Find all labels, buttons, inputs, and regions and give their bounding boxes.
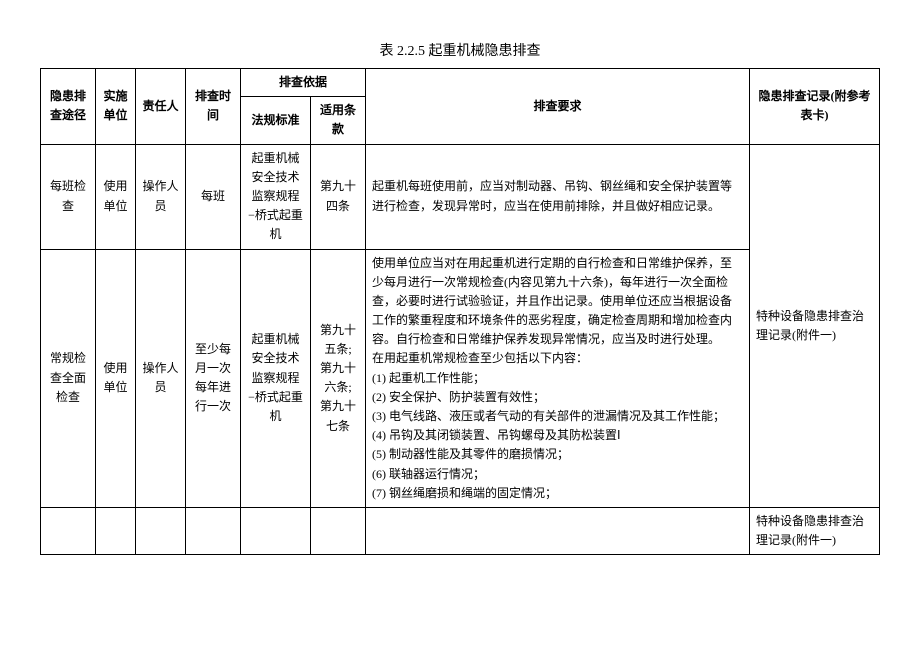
cell-std	[241, 507, 311, 554]
col-resp: 责任人	[136, 69, 186, 145]
cell-time: 每班	[186, 144, 241, 249]
table-header-row: 隐患排查途径 实施单位 责任人 排查时间 排查依据 排查要求 隐患排查记录(附参…	[41, 69, 880, 97]
cell-clause	[311, 507, 366, 554]
table-row: 每班检查 使用单位 操作人员 每班 起重机械安全技术监察规程−桥式起重机 第九十…	[41, 144, 880, 249]
cell-std: 起重机械安全技术监察规程−桥式起重机	[241, 249, 311, 507]
cell-record: 特种设备隐患排查治理记录(附件一)	[750, 507, 880, 554]
cell-resp: 操作人员	[136, 249, 186, 507]
cell-route	[41, 507, 96, 554]
table-title: 表 2.2.5 起重机械隐患排查	[40, 40, 880, 60]
col-route: 隐患排查途径	[41, 69, 96, 145]
cell-clause: 第九十五条;第九十六条;第九十七条	[311, 249, 366, 507]
col-req: 排查要求	[366, 69, 750, 145]
col-basis: 排查依据	[241, 69, 366, 97]
cell-resp	[136, 507, 186, 554]
cell-record: 特种设备隐患排查治理记录(附件一)	[750, 144, 880, 507]
table-row: 特种设备隐患排查治理记录(附件一)	[41, 507, 880, 554]
col-basis-std: 法规标准	[241, 97, 311, 144]
cell-req: 使用单位应当对在用起重机进行定期的自行检查和日常维护保养，至少每月进行一次常规检…	[366, 249, 750, 507]
cell-resp: 操作人员	[136, 144, 186, 249]
col-time: 排查时间	[186, 69, 241, 145]
cell-clause: 第九十四条	[311, 144, 366, 249]
col-basis-clause: 适用条款	[311, 97, 366, 144]
cell-unit: 使用单位	[96, 144, 136, 249]
cell-route: 每班检查	[41, 144, 96, 249]
cell-unit: 使用单位	[96, 249, 136, 507]
cell-time	[186, 507, 241, 554]
col-unit: 实施单位	[96, 69, 136, 145]
col-record: 隐患排查记录(附参考表卡)	[750, 69, 880, 145]
cell-unit	[96, 507, 136, 554]
cell-req	[366, 507, 750, 554]
cell-route: 常规检查全面检查	[41, 249, 96, 507]
cell-req: 起重机每班使用前，应当对制动器、吊钩、钢丝绳和安全保护装置等进行检查，发现异常时…	[366, 144, 750, 249]
cell-time: 至少每月一次每年进行一次	[186, 249, 241, 507]
cell-std: 起重机械安全技术监察规程−桥式起重机	[241, 144, 311, 249]
hazard-inspection-table: 隐患排查途径 实施单位 责任人 排查时间 排查依据 排查要求 隐患排查记录(附参…	[40, 68, 880, 555]
